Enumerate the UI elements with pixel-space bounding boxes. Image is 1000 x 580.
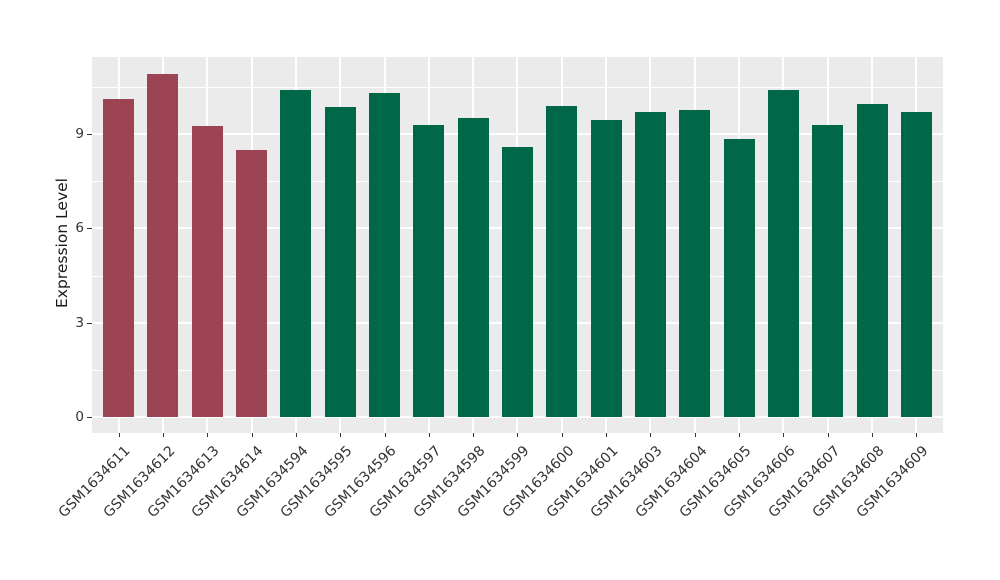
y-tick <box>87 417 92 418</box>
bar-GSM1634600 <box>546 105 578 417</box>
x-tick <box>606 433 608 437</box>
plot-panel <box>92 57 943 433</box>
bar-GSM1634603 <box>634 112 666 417</box>
x-tick <box>251 433 253 437</box>
x-tick <box>872 433 874 437</box>
y-tick <box>87 228 92 230</box>
x-tick <box>783 433 785 437</box>
x-tick <box>473 433 475 437</box>
x-tick <box>207 433 209 437</box>
y-tick <box>87 134 92 136</box>
bar-GSM1634609 <box>900 112 932 417</box>
bar-GSM1634598 <box>457 118 489 417</box>
x-tick <box>561 433 563 437</box>
bar-GSM1634595 <box>324 107 356 417</box>
bar-GSM1634597 <box>413 124 445 417</box>
y-tick-label: 6 <box>75 220 84 237</box>
x-tick <box>739 433 741 437</box>
bar-GSM1634605 <box>723 138 755 417</box>
x-tick <box>827 433 829 437</box>
y-tick-label: 0 <box>75 409 84 425</box>
bar-GSM1634612 <box>147 74 179 417</box>
x-tick <box>428 433 430 437</box>
bar-GSM1634607 <box>812 124 844 417</box>
bar-GSM1634596 <box>369 93 401 417</box>
x-tick <box>295 433 297 437</box>
x-tick <box>694 433 696 437</box>
bar-GSM1634594 <box>280 90 312 417</box>
bar-GSM1634606 <box>767 90 799 417</box>
bar-GSM1634611 <box>103 99 135 417</box>
y-axis-title: Expression Level <box>53 178 71 308</box>
bar-GSM1634604 <box>679 110 711 417</box>
bar-GSM1634599 <box>501 146 533 417</box>
x-tick <box>517 433 519 437</box>
x-tick <box>650 433 652 437</box>
y-tick <box>87 322 92 324</box>
bar-GSM1634608 <box>856 104 888 417</box>
x-tick <box>162 433 164 437</box>
x-tick <box>340 433 342 437</box>
y-tick-label: 3 <box>75 314 84 331</box>
x-tick <box>384 433 386 437</box>
x-tick <box>916 433 918 437</box>
bar-GSM1634613 <box>191 126 223 417</box>
x-tick <box>118 433 120 437</box>
bar-GSM1634614 <box>236 149 268 417</box>
y-tick-label: 9 <box>75 126 84 143</box>
bar-GSM1634601 <box>590 119 622 417</box>
